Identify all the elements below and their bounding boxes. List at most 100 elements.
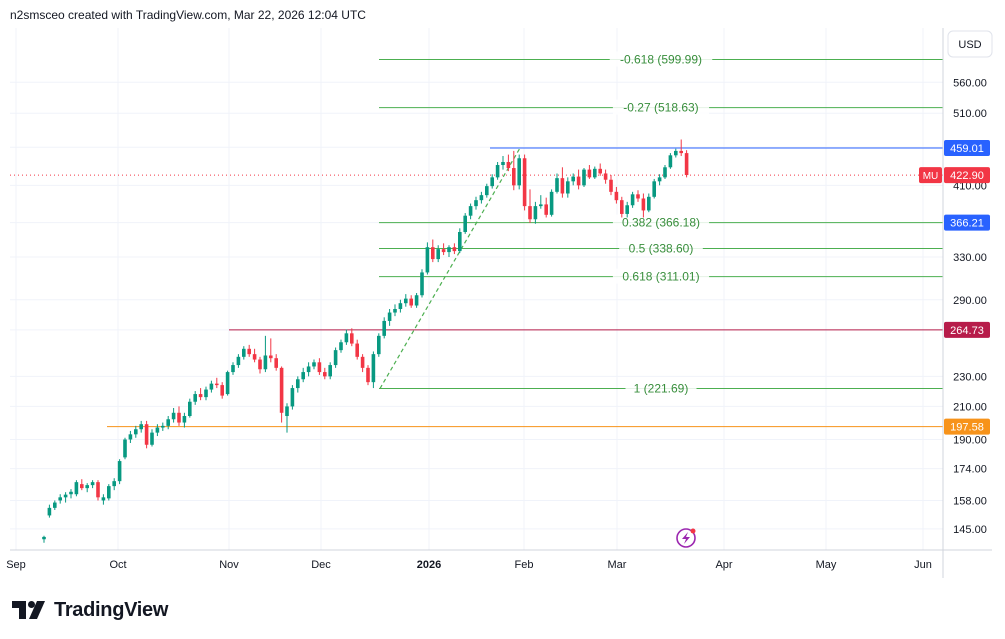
y-tick-label: 158.00: [953, 495, 987, 507]
candle-body: [679, 150, 683, 154]
candles: [42, 139, 689, 543]
x-tick-label: Oct: [109, 559, 126, 571]
price-labels: 459.01 422.90 MU 366.21 264.73 197.58: [919, 140, 990, 435]
candle-body: [620, 200, 624, 214]
flash-icon[interactable]: [676, 528, 696, 548]
candle-body: [215, 383, 219, 386]
candle: [117, 459, 122, 485]
candle: [501, 156, 505, 170]
candle: [636, 190, 640, 202]
currency-label[interactable]: USD: [958, 39, 981, 51]
candle: [603, 169, 608, 184]
candle: [393, 304, 397, 317]
candle-body: [323, 372, 327, 377]
candle-body: [566, 181, 570, 194]
y-tick-label: 174.00: [953, 464, 987, 476]
y-tick-label: 330.00: [953, 252, 987, 264]
candle-body: [684, 153, 689, 176]
candle: [371, 351, 376, 389]
fib-label: -0.618 (599.99): [620, 53, 702, 67]
candle-body: [204, 389, 208, 398]
candle-body: [555, 178, 559, 192]
candle-body: [387, 312, 392, 321]
x-tick-label: Apr: [715, 559, 732, 571]
y-tick-label: 145.00: [953, 524, 987, 536]
candle: [620, 196, 624, 218]
candle: [436, 245, 440, 263]
candle-body: [533, 206, 538, 220]
candle: [306, 362, 311, 377]
candle-body: [123, 439, 127, 458]
candle: [657, 174, 662, 186]
y-tick-label: 230.00: [953, 371, 987, 383]
candle: [571, 173, 575, 186]
candle-body: [501, 161, 505, 166]
candle-body: [231, 365, 235, 373]
candle-body: [474, 200, 478, 207]
candle: [209, 380, 214, 393]
candle: [468, 203, 473, 220]
candle: [544, 197, 548, 218]
candle-body: [609, 179, 613, 192]
candle: [279, 366, 284, 423]
fib-label: -0.27 (518.63): [623, 101, 698, 115]
candle-body: [225, 372, 230, 395]
candle: [198, 388, 203, 401]
candle: [188, 398, 192, 418]
candle-body: [647, 196, 651, 211]
candle-body: [317, 362, 322, 373]
candle: [447, 245, 451, 258]
candle-body: [296, 379, 300, 389]
candle-body: [274, 358, 278, 368]
candle-body: [404, 298, 408, 304]
candle: [377, 333, 381, 357]
x-tick-label: Dec: [311, 559, 331, 571]
fib-label-bg: [609, 51, 713, 67]
candle-body: [171, 412, 176, 420]
candle: [74, 480, 79, 497]
candle-body: [344, 333, 349, 343]
candle: [339, 339, 343, 353]
fib-label: 1 (221.69): [634, 382, 689, 396]
candle: [274, 354, 278, 371]
candle-body: [468, 206, 473, 216]
candle-body: [441, 249, 446, 253]
candle-body: [479, 195, 484, 201]
candle: [144, 420, 149, 449]
candle: [236, 354, 241, 368]
candle: [350, 328, 354, 347]
candle: [517, 154, 521, 190]
candle: [652, 178, 656, 199]
candle: [328, 362, 332, 380]
candle-body: [598, 168, 602, 174]
candle: [215, 377, 219, 389]
candle-body: [258, 359, 262, 370]
currency-button[interactable]: USD: [947, 30, 993, 58]
candle: [458, 228, 462, 254]
x-tick-label: 2026: [417, 559, 441, 571]
candle-body: [528, 206, 532, 220]
candle-body: [625, 205, 629, 214]
candle: [107, 484, 111, 501]
candle: [490, 174, 494, 189]
candle: [333, 347, 338, 368]
candle-body: [182, 416, 187, 423]
fib-label-bg: [625, 380, 697, 396]
candle: [647, 193, 651, 213]
candle-body: [69, 491, 73, 495]
fib-label: 0.5 (338.60): [629, 242, 694, 256]
candle: [398, 299, 403, 313]
candle-body: [144, 424, 149, 445]
brand-name: TradingView: [54, 598, 169, 621]
candle: [528, 189, 532, 223]
candle: [630, 191, 635, 208]
candle-body: [425, 247, 430, 273]
y-tick-label: 560.00: [953, 77, 987, 89]
candle-body: [614, 191, 619, 201]
trend-line: [379, 147, 521, 389]
y-tick-label: 190.00: [953, 435, 987, 447]
price-label-bg: [944, 321, 990, 338]
candle: [479, 191, 484, 204]
candle-body: [42, 536, 46, 540]
